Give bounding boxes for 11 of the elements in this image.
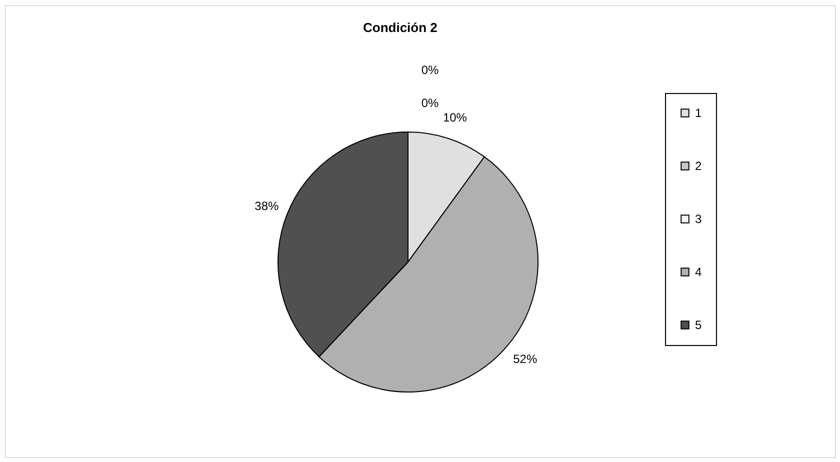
- text: 0%: [421, 63, 439, 77]
- legend-label: 2: [695, 159, 702, 173]
- legend-label: 5: [695, 318, 702, 332]
- data-label: 10%: [442, 110, 468, 124]
- data-label: 38%: [254, 199, 280, 214]
- legend-label: 4: [695, 265, 702, 279]
- legend-label: 3: [695, 212, 702, 226]
- data-label: 52%: [513, 352, 538, 366]
- legend-label: 1: [695, 106, 702, 120]
- text: 0%: [421, 96, 439, 110]
- chart-title: Condición 2: [363, 20, 438, 35]
